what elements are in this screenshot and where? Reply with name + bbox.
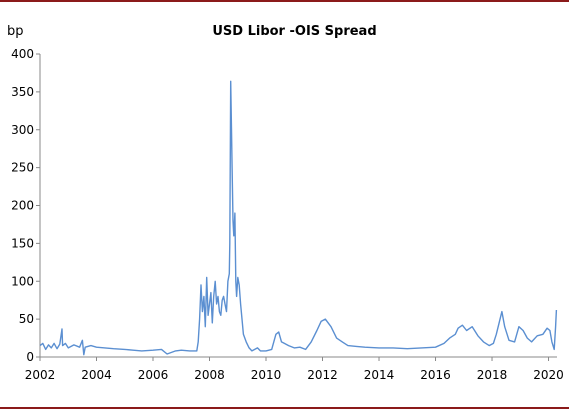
x-tick-label: 2004	[81, 368, 112, 382]
y-tick-label: 350	[11, 85, 34, 99]
frame-top-rule	[0, 0, 569, 2]
y-tick-label: 300	[11, 123, 34, 137]
y-tick-label: 100	[11, 274, 34, 288]
y-tick-label: 200	[11, 199, 34, 213]
y-tick-label: 50	[19, 312, 34, 326]
y-tick-label: 150	[11, 236, 34, 250]
x-tick-label: 2014	[364, 368, 395, 382]
x-tick-label: 2002	[25, 368, 56, 382]
y-tick-label: 0	[26, 350, 34, 364]
y-tick-label: 400	[11, 47, 34, 61]
frame-bottom-rule	[0, 407, 569, 409]
y-tick-label: 250	[11, 161, 34, 175]
series-line	[39, 80, 558, 356]
x-tick-label: 2006	[138, 368, 169, 382]
chart-title: USD Libor -OIS Spread	[212, 24, 377, 39]
x-tick-label: 2012	[307, 368, 338, 382]
x-tick-label: 2020	[533, 368, 564, 382]
x-tick-label: 2008	[194, 368, 225, 382]
y-axis-unit-label: bp	[7, 24, 24, 39]
x-tick-label: 2010	[251, 368, 282, 382]
x-tick-label: 2018	[477, 368, 508, 382]
x-tick-label: 2016	[420, 368, 451, 382]
